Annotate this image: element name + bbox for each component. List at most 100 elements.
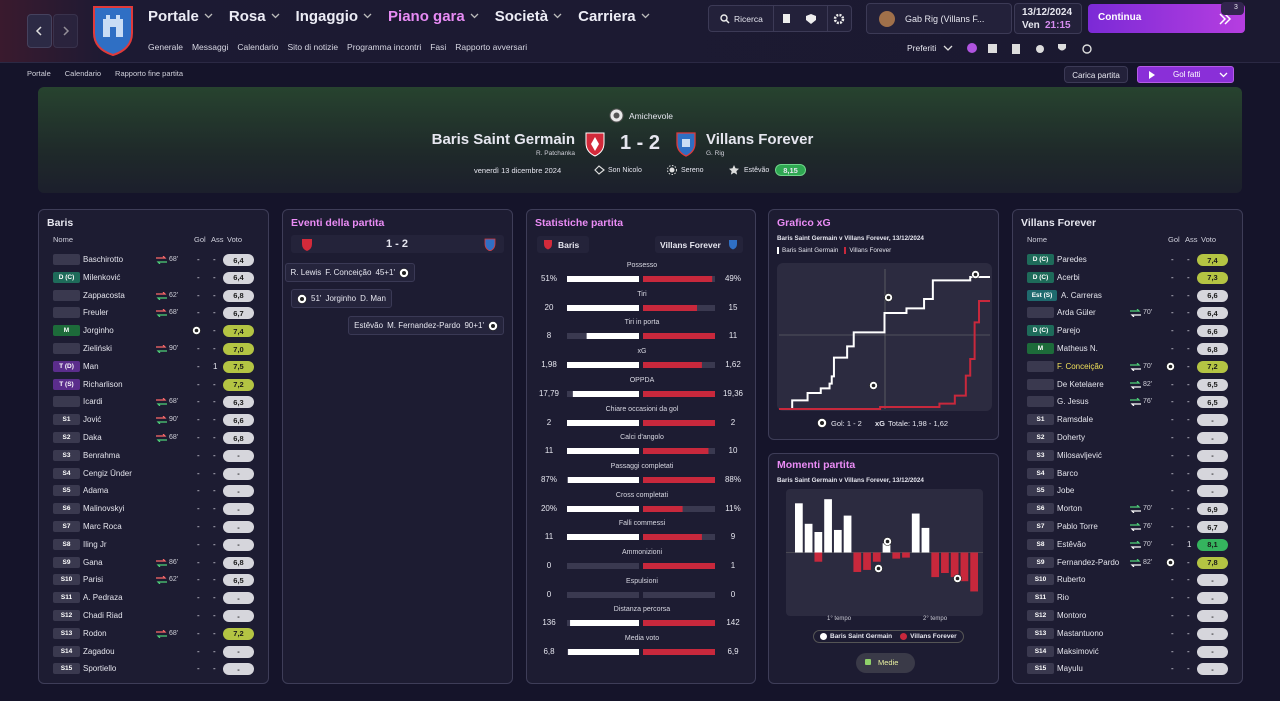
menu-item[interactable]: Portale <box>148 8 213 25</box>
assists: - <box>213 522 216 531</box>
menu-item[interactable]: Società <box>495 8 562 25</box>
player-row[interactable]: S12 Chadi Riad - - - <box>49 609 259 623</box>
menu-item[interactable]: Piano gara <box>388 8 479 25</box>
sub-arrow-in <box>1130 523 1141 526</box>
player-row[interactable]: G. Jesus 76' - -6,5 <box>1023 395 1233 409</box>
rating: - <box>223 592 254 605</box>
submenu-item[interactable]: Fasi <box>430 42 447 52</box>
player-row[interactable]: S15 Mayulu - - - <box>1023 662 1233 676</box>
position: S1 <box>62 416 71 424</box>
away-bar <box>872 552 881 562</box>
player-row[interactable]: S1 Ramsdale - - - <box>1023 413 1233 427</box>
event-item[interactable]: 51' Jorginho D. Man <box>291 289 392 308</box>
player-row[interactable]: S14 Zagadou - - - <box>49 645 259 659</box>
event-item[interactable]: Estêvão M. Fernandez-Pardo 90+1' <box>348 316 504 335</box>
settings-icon[interactable] <box>833 13 845 25</box>
menu-item[interactable]: Ingaggio <box>296 8 373 25</box>
player-row[interactable]: S14 Maksimović - - - <box>1023 645 1233 659</box>
player-row[interactable]: D (C) Paredes - -7,4 <box>1023 253 1233 267</box>
player-row[interactable]: S3 Benrahma - - - <box>49 449 259 463</box>
player-row[interactable]: S2 Daka 68' - -6,8 <box>49 431 259 445</box>
player-row[interactable]: S15 Sportiello - - - <box>49 662 259 676</box>
player-row[interactable]: S2 Doherty - - - <box>1023 431 1233 445</box>
player-name: De Ketelaere <box>1057 379 1104 389</box>
player-row[interactable]: F. Conceição 70' -7,2 <box>1023 360 1233 374</box>
submenu-item[interactable]: Sito di notizie <box>287 42 339 52</box>
stat-away: 1 <box>730 561 736 570</box>
away-bar <box>643 390 715 397</box>
player-row[interactable]: D (C) Milenković - -6,4 <box>49 271 259 285</box>
breadcrumb-item[interactable]: Rapporto fine partita <box>115 69 184 78</box>
submenu-item[interactable]: Programma incontri <box>347 42 422 52</box>
player-row[interactable]: S5 Jobe - - - <box>1023 484 1233 498</box>
player-row[interactable]: Est (S) A. Carreras - -6,6 <box>1023 289 1233 303</box>
favorites[interactable]: Preferiti <box>907 43 937 53</box>
player-row[interactable]: S9 Fernandez-Pardo 82' -7,8 <box>1023 556 1233 570</box>
player-row[interactable]: Icardi 68' - -6,3 <box>49 395 259 409</box>
player-row[interactable]: De Ketelaere 82' - -6,5 <box>1023 378 1233 392</box>
player-name: Rodon <box>83 628 107 638</box>
player-row[interactable]: S10 Parisi 62' - -6,5 <box>49 573 259 587</box>
position-badge: S13 <box>53 627 80 639</box>
position-badge: S10 <box>53 574 80 586</box>
player-row[interactable]: S5 Adama - - - <box>49 484 259 498</box>
player-row[interactable]: S12 Montoro - - - <box>1023 609 1233 623</box>
player-row[interactable]: S9 Gana 86' - -6,8 <box>49 556 259 570</box>
player-row[interactable]: S3 Milosavljević - - - <box>1023 449 1233 463</box>
position-badge: S6 <box>53 503 80 515</box>
player-row[interactable]: S4 Cengiz Ünder - - - <box>49 467 259 481</box>
assists: - <box>213 628 216 638</box>
player-row[interactable]: S6 Morton 70' - -6,9 <box>1023 502 1233 516</box>
averages-button[interactable]: Medie <box>856 653 915 673</box>
submenu-item[interactable]: Calendario <box>237 42 279 52</box>
search-button[interactable]: Ricerca <box>734 14 763 24</box>
player-row[interactable]: S7 Pablo Torre 76' - -6,7 <box>1023 520 1233 534</box>
menu-item[interactable]: Rosa <box>229 8 280 25</box>
player-row[interactable]: M Jorginho -7,4 <box>49 324 259 338</box>
plot-bg <box>777 263 992 411</box>
player-row[interactable]: S1 Jović 90' - -6,6 <box>49 413 259 427</box>
player-row[interactable]: D (C) Acerbi - -7,3 <box>1023 271 1233 285</box>
player-row[interactable]: S13 Mastantuono - - - <box>1023 627 1233 641</box>
player-row[interactable]: S13 Rodon 68' - -7,2 <box>49 627 259 641</box>
time: 21:15 <box>1045 20 1071 31</box>
load-match-button[interactable]: Carica partita <box>1064 66 1128 83</box>
home-name: Baris <box>558 240 580 250</box>
player-row[interactable]: Arda Güler 70' - -6,4 <box>1023 306 1233 320</box>
player-row[interactable]: S11 Rio - - - <box>1023 591 1233 605</box>
player-row[interactable]: D (C) Parejo - -6,6 <box>1023 324 1233 338</box>
player-row[interactable]: Baschirotto 68' - -6,4 <box>49 253 259 267</box>
player-row[interactable]: S7 Marc Roca - - - <box>49 520 259 534</box>
profile[interactable]: Gab Rig (Villans F... <box>866 3 1012 34</box>
player-row[interactable]: S4 Barco - - - <box>1023 467 1233 481</box>
player-row[interactable]: Zieliński 90' - -7,0 <box>49 342 259 356</box>
menu-item[interactable]: Carriera <box>578 8 650 25</box>
submenu-item[interactable]: Rapporto avversari <box>455 42 528 52</box>
rating: - <box>223 467 254 480</box>
player-row[interactable]: Freuler 68' - -6,7 <box>49 306 259 320</box>
breadcrumb-item[interactable]: Portale <box>27 69 51 78</box>
breadcrumb-item[interactable]: Calendario <box>64 69 102 78</box>
back-button[interactable] <box>27 14 52 48</box>
submenu-item[interactable]: Messaggi <box>191 42 229 52</box>
player-row[interactable]: S8 Iling Jr - - - <box>49 538 259 552</box>
event-item[interactable]: R. Lewis F. Conceição 45+1' <box>284 263 415 282</box>
away-team: Villans Forever <box>706 131 814 148</box>
continue-button[interactable]: Continua 3 <box>1088 2 1245 33</box>
stat-home: 51% <box>540 274 557 283</box>
player-row[interactable]: T (S) Richarlison - -7,2 <box>49 378 259 392</box>
player-row[interactable]: T (D) Man - 1 7,5 <box>49 360 259 374</box>
submenu-item[interactable]: Generale <box>148 42 183 52</box>
player-row[interactable]: S6 Malinovskyi - - - <box>49 502 259 516</box>
ball-patch <box>886 295 891 300</box>
stat-home: 17,79 <box>538 388 560 398</box>
goals-dropdown[interactable]: Gol fatti <box>1137 66 1234 83</box>
player-row[interactable]: S10 Ruberto - - - <box>1023 573 1233 587</box>
player-row[interactable]: S11 A. Pedraza - - - <box>49 591 259 605</box>
player-row[interactable]: Zappacosta 62' - -6,8 <box>49 289 259 303</box>
player-row[interactable]: S8 Estêvão 70' - 1 8,1 <box>1023 538 1233 552</box>
player-row[interactable]: M Matheus N. - -6,8 <box>1023 342 1233 356</box>
assists: - <box>213 450 216 460</box>
forward-button[interactable] <box>53 14 78 48</box>
stat-home: 20% <box>540 503 557 513</box>
